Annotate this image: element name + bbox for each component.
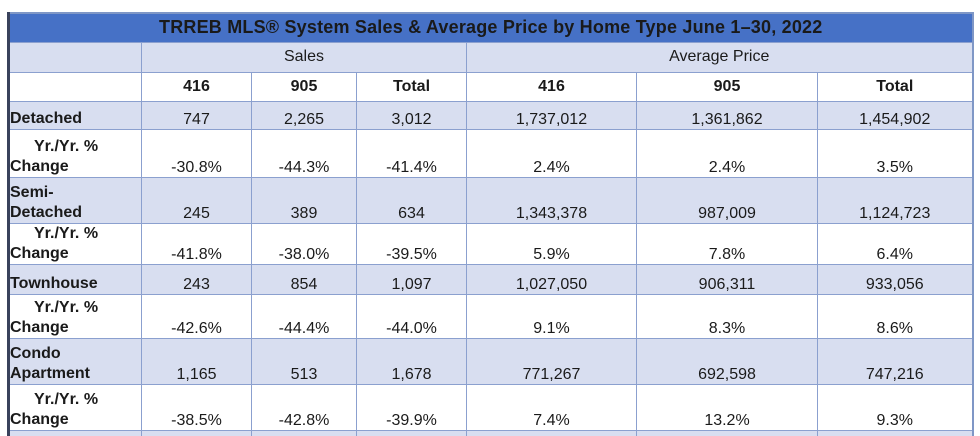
data-cell: 854 — [251, 263, 357, 295]
row-label-yoy-change: Yr./Yr. % Change — [8, 222, 142, 265]
data-cell: 8.3% — [636, 293, 818, 339]
table-row-semi-detached: Semi- Detached 245 389 634 1,343,378 987… — [8, 176, 973, 224]
data-cell: 2.4% — [466, 128, 637, 178]
data-cell: 1,124,723 — [817, 176, 973, 224]
table-row-yoy-townhouse: Yr./Yr. % Change -42.6% -44.4% -44.0% 9.… — [8, 293, 973, 339]
data-cell: 747 — [141, 100, 252, 130]
data-cell: -42.8% — [251, 383, 357, 431]
data-cell: 7.8% — [636, 222, 818, 265]
col-header-sales-total: Total — [356, 71, 467, 102]
data-cell: 1,027,050 — [466, 263, 637, 295]
col-header-sales-416: 416 — [141, 71, 252, 102]
table-title: TRREB MLS® System Sales & Average Price … — [8, 12, 973, 43]
data-cell: 1,165 — [141, 337, 252, 385]
data-cell: 1,343,378 — [466, 176, 637, 224]
row-label-yoy-change: Yr./Yr. % Change — [8, 293, 142, 339]
data-cell: 13.2% — [636, 383, 818, 431]
row-label-yoy-change: Yr./Yr. % Change — [8, 128, 142, 178]
data-cell: 634 — [356, 176, 467, 224]
data-cell: -38.5% — [141, 383, 252, 431]
data-cell: 513 — [251, 337, 357, 385]
group-header-average-price: Average Price — [466, 41, 973, 73]
sales-average-price-table: TRREB MLS® System Sales & Average Price … — [7, 12, 974, 436]
data-cell: 987,009 — [636, 176, 818, 224]
data-cell: -42.6% — [141, 293, 252, 339]
data-cell: 1,737,012 — [466, 100, 637, 130]
data-cell: 9.1% — [466, 293, 637, 339]
col-header-sales-905: 905 — [251, 71, 357, 102]
data-cell: -41.4% — [356, 128, 467, 178]
data-cell: 692,598 — [636, 337, 818, 385]
data-cell: 245 — [141, 176, 252, 224]
table-row-yoy-detached: Yr./Yr. % Change -30.8% -44.3% -41.4% 2.… — [8, 128, 973, 178]
data-cell: 389 — [251, 176, 357, 224]
data-cell: -44.3% — [251, 128, 357, 178]
data-cell: 2,265 — [251, 100, 357, 130]
table-row-condo-apartment: Condo Apartment 1,165 513 1,678 771,267 … — [8, 337, 973, 385]
data-cell: -30.8% — [141, 128, 252, 178]
col-header-price-total: Total — [817, 71, 973, 102]
row-label-semi-detached: Semi- Detached — [8, 176, 142, 224]
row-label-detached: Detached — [8, 100, 142, 130]
data-cell: -39.9% — [356, 383, 467, 431]
data-cell: 7.4% — [466, 383, 637, 431]
cut-off-row — [8, 429, 973, 436]
data-cell: 5.9% — [466, 222, 637, 265]
data-cell: 1,097 — [356, 263, 467, 295]
data-cell: -39.5% — [356, 222, 467, 265]
data-cell: 8.6% — [817, 293, 973, 339]
data-cell: -44.4% — [251, 293, 357, 339]
data-cell: 1,678 — [356, 337, 467, 385]
group-header-sales: Sales — [141, 41, 467, 73]
data-cell: 9.3% — [817, 383, 973, 431]
col-header-price-416: 416 — [466, 71, 637, 102]
corner-cell-top — [8, 41, 142, 73]
data-cell: 243 — [141, 263, 252, 295]
row-label-yoy-change: Yr./Yr. % Change — [8, 383, 142, 431]
table-row-yoy-semi-detached: Yr./Yr. % Change -41.8% -38.0% -39.5% 5.… — [8, 222, 973, 265]
data-cell: 933,056 — [817, 263, 973, 295]
data-cell: 906,311 — [636, 263, 818, 295]
data-cell: 6.4% — [817, 222, 973, 265]
data-cell: 3,012 — [356, 100, 467, 130]
corner-cell-bottom — [8, 71, 142, 102]
row-label-townhouse: Townhouse — [8, 263, 142, 295]
data-cell: 2.4% — [636, 128, 818, 178]
table-row-detached: Detached 747 2,265 3,012 1,737,012 1,361… — [8, 100, 973, 130]
data-cell: 1,454,902 — [817, 100, 973, 130]
data-cell: -41.8% — [141, 222, 252, 265]
data-cell: 771,267 — [466, 337, 637, 385]
data-cell: 3.5% — [817, 128, 973, 178]
data-cell: -38.0% — [251, 222, 357, 265]
table-row-townhouse: Townhouse 243 854 1,097 1,027,050 906,31… — [8, 263, 973, 295]
row-label-condo-apartment: Condo Apartment — [8, 337, 142, 385]
table-row-yoy-condo-apartment: Yr./Yr. % Change -38.5% -42.8% -39.9% 7.… — [8, 383, 973, 431]
data-cell: 747,216 — [817, 337, 973, 385]
data-cell: -44.0% — [356, 293, 467, 339]
col-header-price-905: 905 — [636, 71, 818, 102]
data-cell: 1,361,862 — [636, 100, 818, 130]
